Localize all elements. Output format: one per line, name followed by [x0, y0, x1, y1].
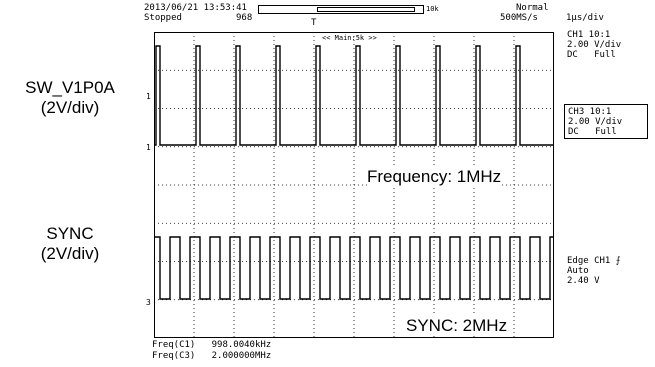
- sample-rate-text: 500MS/s: [500, 13, 538, 23]
- ch1-coupling: DC Full: [567, 50, 616, 60]
- zoom-window-indicator[interactable]: [317, 7, 415, 12]
- ch3-scale: 2.00 V/div: [568, 117, 623, 127]
- sync-annotation: SYNC: 2MHz: [406, 316, 508, 336]
- ch1-trigger-level-marker[interactable]: 1: [146, 92, 151, 101]
- main-window-marker: << Main:5k >>: [322, 34, 377, 42]
- sync-channel-name: SYNC: [46, 224, 94, 243]
- sync-trace: [154, 236, 554, 300]
- acquisition-status: Stopped: [144, 13, 182, 23]
- acquisition-count: 968: [236, 13, 253, 23]
- ch1-probe: CH1 10:1: [567, 30, 611, 40]
- sync-waveform: [154, 236, 554, 300]
- trigger-settings-panel[interactable]: Edge CH1 ⨍ Auto 2.40 V: [567, 256, 620, 286]
- rising-edge-icon: ⨍: [615, 256, 621, 266]
- frequency-annotation: Frequency: 1MHz: [367, 167, 502, 187]
- sw-channel-name: SW_V1P0A: [25, 78, 115, 97]
- trigger-mode: Auto: [567, 266, 589, 276]
- ch1-ground-marker[interactable]: 1: [146, 143, 151, 152]
- sw-v1p0a-trace: [154, 45, 554, 146]
- ch3-probe: CH3 10:1: [568, 107, 612, 117]
- measurement-freq-c1: Freq(C1) 998.0040kHz: [152, 340, 272, 350]
- measurement-freq-c3: Freq(C3) 2.000000MHz: [152, 351, 272, 361]
- trigger-level: 2.40 V: [567, 276, 600, 286]
- timebase-text: 1μs/div: [566, 13, 604, 23]
- ch3-settings-panel[interactable]: CH3 10:1 2.00 V/div DC Full: [564, 104, 648, 139]
- sync-channel-scale: (2V/div): [40, 244, 100, 263]
- ch3-coupling: DC Full: [568, 127, 617, 137]
- ch1-settings-panel[interactable]: CH1 10:1 2.00 V/div DC Full: [567, 30, 621, 60]
- ch1-scale: 2.00 V/div: [567, 40, 622, 50]
- sw-v1p0a-waveform: [154, 45, 554, 146]
- trigger-mode-text: Normal: [516, 3, 549, 13]
- zoom-position-bar[interactable]: [258, 5, 424, 14]
- zoom-factor: 10k: [426, 5, 439, 13]
- trigger-type: Edge CH1 ⨍: [567, 256, 621, 266]
- datetime-text: 2013/06/21 13:53:41: [144, 3, 247, 13]
- ch3-ground-marker[interactable]: 3: [146, 298, 151, 307]
- sw-channel-scale: (2V/div): [40, 98, 100, 117]
- trigger-position-marker[interactable]: T: [311, 18, 317, 28]
